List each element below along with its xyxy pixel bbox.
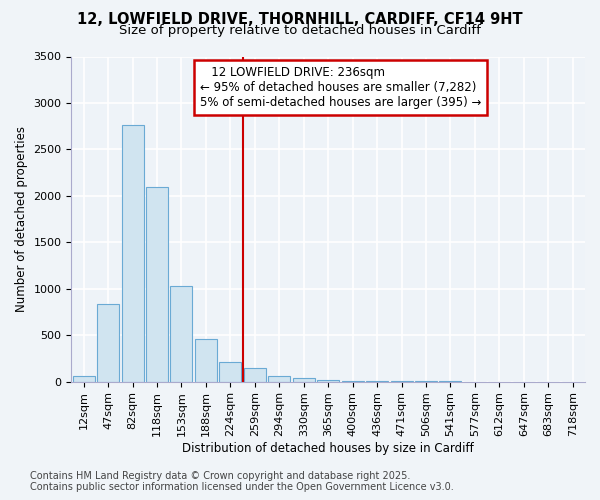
X-axis label: Distribution of detached houses by size in Cardiff: Distribution of detached houses by size … xyxy=(182,442,474,455)
Bar xyxy=(122,125,143,382)
Y-axis label: Number of detached properties: Number of detached properties xyxy=(15,126,28,312)
Text: Contains HM Land Registry data © Crown copyright and database right 2025.
Contai: Contains HM Land Registry data © Crown c… xyxy=(30,471,454,492)
Bar xyxy=(268,376,290,382)
Bar xyxy=(220,362,241,382)
Bar xyxy=(317,380,339,382)
Bar xyxy=(293,378,315,382)
Bar xyxy=(244,368,266,382)
Text: 12, LOWFIELD DRIVE, THORNHILL, CARDIFF, CF14 9HT: 12, LOWFIELD DRIVE, THORNHILL, CARDIFF, … xyxy=(77,12,523,28)
Text: Size of property relative to detached houses in Cardiff: Size of property relative to detached ho… xyxy=(119,24,481,37)
Bar xyxy=(73,376,95,382)
Bar xyxy=(195,339,217,382)
Bar xyxy=(146,186,168,382)
Bar xyxy=(341,380,364,382)
Bar xyxy=(97,304,119,382)
Text: 12 LOWFIELD DRIVE: 236sqm
← 95% of detached houses are smaller (7,282)
5% of sem: 12 LOWFIELD DRIVE: 236sqm ← 95% of detac… xyxy=(200,66,481,110)
Bar xyxy=(170,286,193,382)
